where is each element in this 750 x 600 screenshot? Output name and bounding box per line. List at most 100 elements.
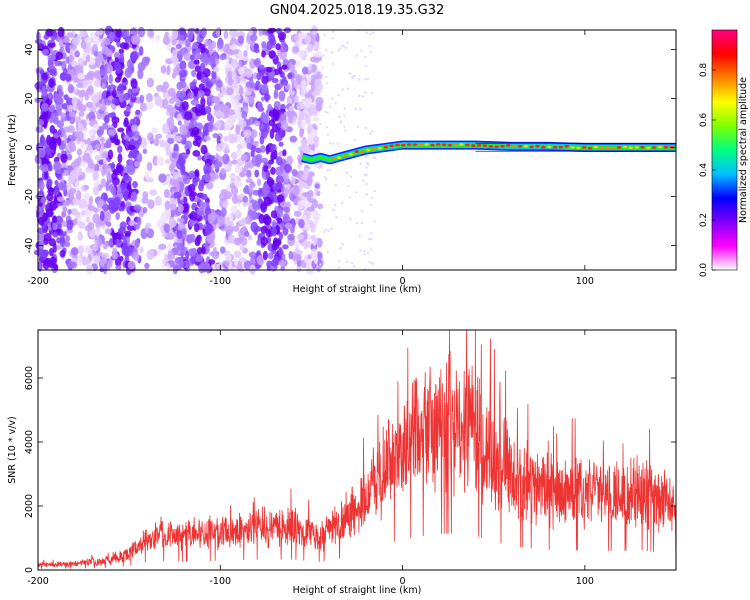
noise-cell: [202, 124, 209, 134]
noise-cell: [355, 191, 358, 194]
noise-cell: [66, 32, 74, 38]
noise-cell: [233, 103, 241, 114]
noise-cell: [123, 92, 131, 101]
noise-cell: [283, 206, 288, 213]
noise-cell: [250, 221, 259, 233]
snr-frame: [37, 329, 677, 571]
noise-cell: [172, 49, 177, 59]
spectrogram-y-tick-label: -40: [24, 238, 35, 254]
noise-cell: [260, 144, 266, 153]
noise-cell: [237, 67, 245, 76]
noise-cell: [347, 184, 350, 188]
noise-cell: [139, 102, 148, 112]
spectrogram-x-tick-label: 100: [576, 276, 594, 287]
noise-cell: [73, 218, 78, 225]
noise-cell: [77, 221, 86, 229]
colorbar-tick-label: 0.4: [699, 163, 709, 178]
noise-cell: [219, 246, 226, 254]
noise-cell: [177, 120, 183, 126]
noise-cell: [305, 260, 312, 269]
noise-cell: [206, 112, 213, 122]
noise-cell: [139, 246, 144, 254]
noise-cell: [325, 126, 329, 129]
noise-cell: [107, 149, 114, 160]
noise-cell: [119, 42, 128, 50]
noise-cell: [194, 27, 200, 35]
noise-cell: [222, 153, 230, 165]
noise-cell: [346, 87, 350, 90]
noise-cell: [206, 81, 212, 90]
noise-cell: [233, 78, 238, 89]
colorbar-ticks: 0.0 0.2 0.4 0.6 0.8: [699, 63, 716, 277]
noise-cell: [261, 41, 267, 49]
noise-cell: [80, 160, 86, 167]
noise-cell: [220, 189, 229, 195]
noise-cell: [340, 120, 343, 123]
noise-cell: [336, 142, 339, 145]
noise-cell: [123, 117, 129, 127]
noise-cell: [334, 102, 337, 105]
noise-cell: [57, 182, 66, 190]
noise-cell: [345, 171, 349, 175]
noise-cell: [307, 254, 312, 260]
noise-cell: [308, 198, 317, 204]
noise-cell: [93, 230, 101, 236]
noise-cell: [220, 207, 227, 217]
noise-cell: [74, 180, 80, 192]
noise-cell: [261, 75, 269, 85]
noise-cell: [174, 264, 182, 271]
noise-cell: [62, 103, 68, 110]
noise-cell: [189, 191, 196, 202]
noise-cell: [342, 44, 346, 48]
noise-cell: [328, 105, 332, 108]
noise-cell: [230, 151, 238, 160]
noise-cell: [133, 223, 140, 230]
snr-x-label: Height of straight line (km): [293, 585, 422, 596]
noise-cell: [55, 108, 62, 116]
noise-cell: [243, 164, 248, 173]
noise-cell: [67, 140, 76, 149]
noise-cell: [100, 178, 107, 188]
noise-cell: [247, 209, 253, 217]
noise-cell: [132, 252, 140, 261]
noise-cell: [301, 66, 309, 75]
noise-cell: [52, 242, 57, 253]
noise-cell: [116, 145, 123, 154]
noise-cell: [190, 99, 199, 106]
noise-cell: [93, 79, 101, 88]
noise-cell: [177, 217, 185, 223]
noise-cell: [245, 43, 250, 51]
noise-cell: [324, 110, 327, 114]
noise-cell: [212, 133, 220, 139]
noise-cell: [308, 171, 315, 177]
signal-peak: [511, 144, 517, 148]
noise-cell: [134, 239, 140, 249]
noise-cell: [42, 212, 48, 222]
noise-cell: [323, 33, 326, 37]
noise-cell: [163, 209, 171, 220]
noise-cell: [331, 37, 335, 40]
noise-cell: [250, 82, 256, 88]
noise-cell: [282, 212, 290, 223]
noise-cell: [179, 60, 187, 70]
noise-cell: [102, 37, 111, 46]
noise-cell: [65, 56, 70, 64]
noise-cell: [166, 117, 175, 126]
noise-cell: [77, 123, 85, 132]
noise-cell: [314, 82, 324, 92]
noise-cell: [93, 244, 98, 252]
noise-cell: [356, 125, 360, 128]
snr-y-tick-label: 0: [24, 567, 35, 573]
colorbar-tick-label: 0.8: [699, 63, 709, 78]
noise-cell: [344, 129, 347, 132]
noise-cell: [296, 102, 302, 111]
noise-cell: [176, 242, 185, 251]
noise-cell: [260, 157, 269, 164]
noise-cell: [285, 183, 291, 189]
noise-cell: [189, 210, 197, 222]
noise-cell: [187, 183, 196, 193]
noise-cell: [353, 74, 356, 78]
signal-peak: [546, 145, 552, 149]
noise-cell: [280, 79, 289, 86]
